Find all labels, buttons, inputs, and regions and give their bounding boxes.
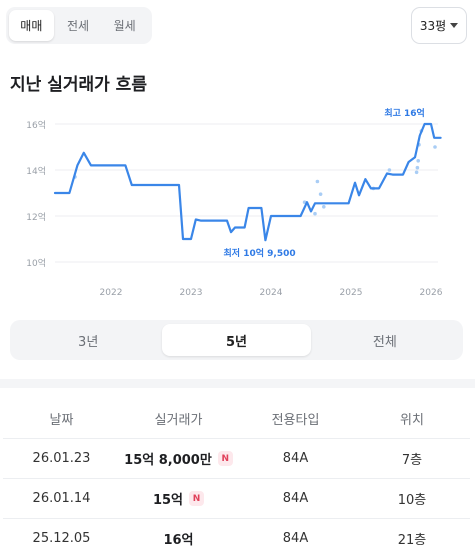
new-badge: N — [217, 451, 233, 466]
table-header: 날짜 실거래가 전용타입 위치 — [3, 398, 470, 439]
row-price: 15억 8,000만 — [124, 453, 212, 468]
x-tick-label: 2025 — [340, 288, 363, 298]
row-price: 15억 — [152, 493, 184, 508]
section-divider — [0, 379, 475, 388]
period-all[interactable]: 전체 — [372, 334, 397, 350]
header-type: 전용타입 — [271, 412, 320, 428]
row-price: 16억 — [163, 533, 194, 548]
row-date: 26.01.23 — [32, 451, 91, 466]
row-floor: 10층 — [397, 493, 427, 508]
tab-sale[interactable]: 매매 — [9, 10, 54, 41]
x-tick-label: 2024 — [260, 288, 283, 298]
row-floor: 21층 — [397, 533, 427, 548]
x-tick-label: 2022 — [100, 288, 123, 298]
period-5y[interactable]: 5년 — [162, 324, 311, 356]
scatter-point — [313, 211, 317, 216]
row-type: 84A — [282, 531, 309, 546]
row-price-cell: 15억 N — [120, 489, 237, 508]
header-floor: 위치 — [400, 412, 424, 428]
period-3y[interactable]: 3년 — [78, 334, 99, 350]
tab-monthly-rent[interactable]: 월세 — [113, 19, 136, 33]
table-row[interactable]: 26.01.14 15억 N 84A 10층 — [3, 479, 470, 519]
scatter-point — [322, 205, 326, 209]
scatter-point — [315, 179, 320, 184]
row-price-cell: 15억 8,000만 N — [120, 449, 237, 468]
deal-type-tabs: 매매 전세 월세 — [6, 7, 152, 44]
table-row[interactable]: 26.01.23 15억 8,000만 N 84A 7층 — [3, 439, 470, 479]
row-date: 26.01.14 — [32, 491, 91, 506]
row-floor: 7층 — [401, 453, 423, 468]
y-tick-label: 16억 — [26, 119, 46, 131]
section-title: 지난 실거래가 흐름 — [10, 75, 147, 95]
size-dropdown-value: 33평 — [419, 19, 447, 33]
row-type: 84A — [282, 451, 309, 466]
scatter-point — [416, 159, 421, 163]
scatter-point — [318, 192, 323, 196]
scatter-point — [415, 165, 420, 170]
min-price-label: 최저 10억 9,500 — [224, 247, 296, 259]
scatter-point — [387, 168, 392, 172]
tab-jeonse[interactable]: 전세 — [66, 19, 90, 33]
x-tick-label: 2026 — [420, 288, 443, 298]
header-price: 실거래가 — [154, 412, 203, 428]
row-date: 25.12.05 — [32, 531, 91, 546]
size-dropdown[interactable]: 33평 — [411, 7, 467, 44]
table-row[interactable]: 25.12.05 16억 84A 21층 — [3, 519, 470, 557]
transaction-table: 날짜 실거래가 전용타입 위치 26.01.23 15억 8,000만 N 84… — [3, 398, 470, 557]
max-price-label: 최고 16억 — [384, 107, 425, 119]
new-badge: N — [189, 491, 205, 506]
row-type: 84A — [282, 491, 309, 506]
y-tick-label: 14억 — [26, 165, 46, 177]
period-selector: 3년 5년 전체 — [10, 320, 463, 360]
price-line — [53, 122, 442, 242]
scatter-point — [433, 145, 437, 149]
price-trend-chart: 10억 12억 14억 16억 2022 2023 2024 2025 2026 최고 16억최저… — [26, 107, 443, 298]
row-price-cell: 16억 — [120, 529, 237, 548]
scatter-point — [414, 170, 419, 175]
y-tick-label: 10억 — [26, 257, 46, 269]
caret-down-icon — [450, 23, 459, 28]
x-tick-label: 2023 — [180, 288, 203, 298]
y-tick-label: 12억 — [26, 211, 46, 223]
header-date: 날짜 — [49, 412, 74, 428]
